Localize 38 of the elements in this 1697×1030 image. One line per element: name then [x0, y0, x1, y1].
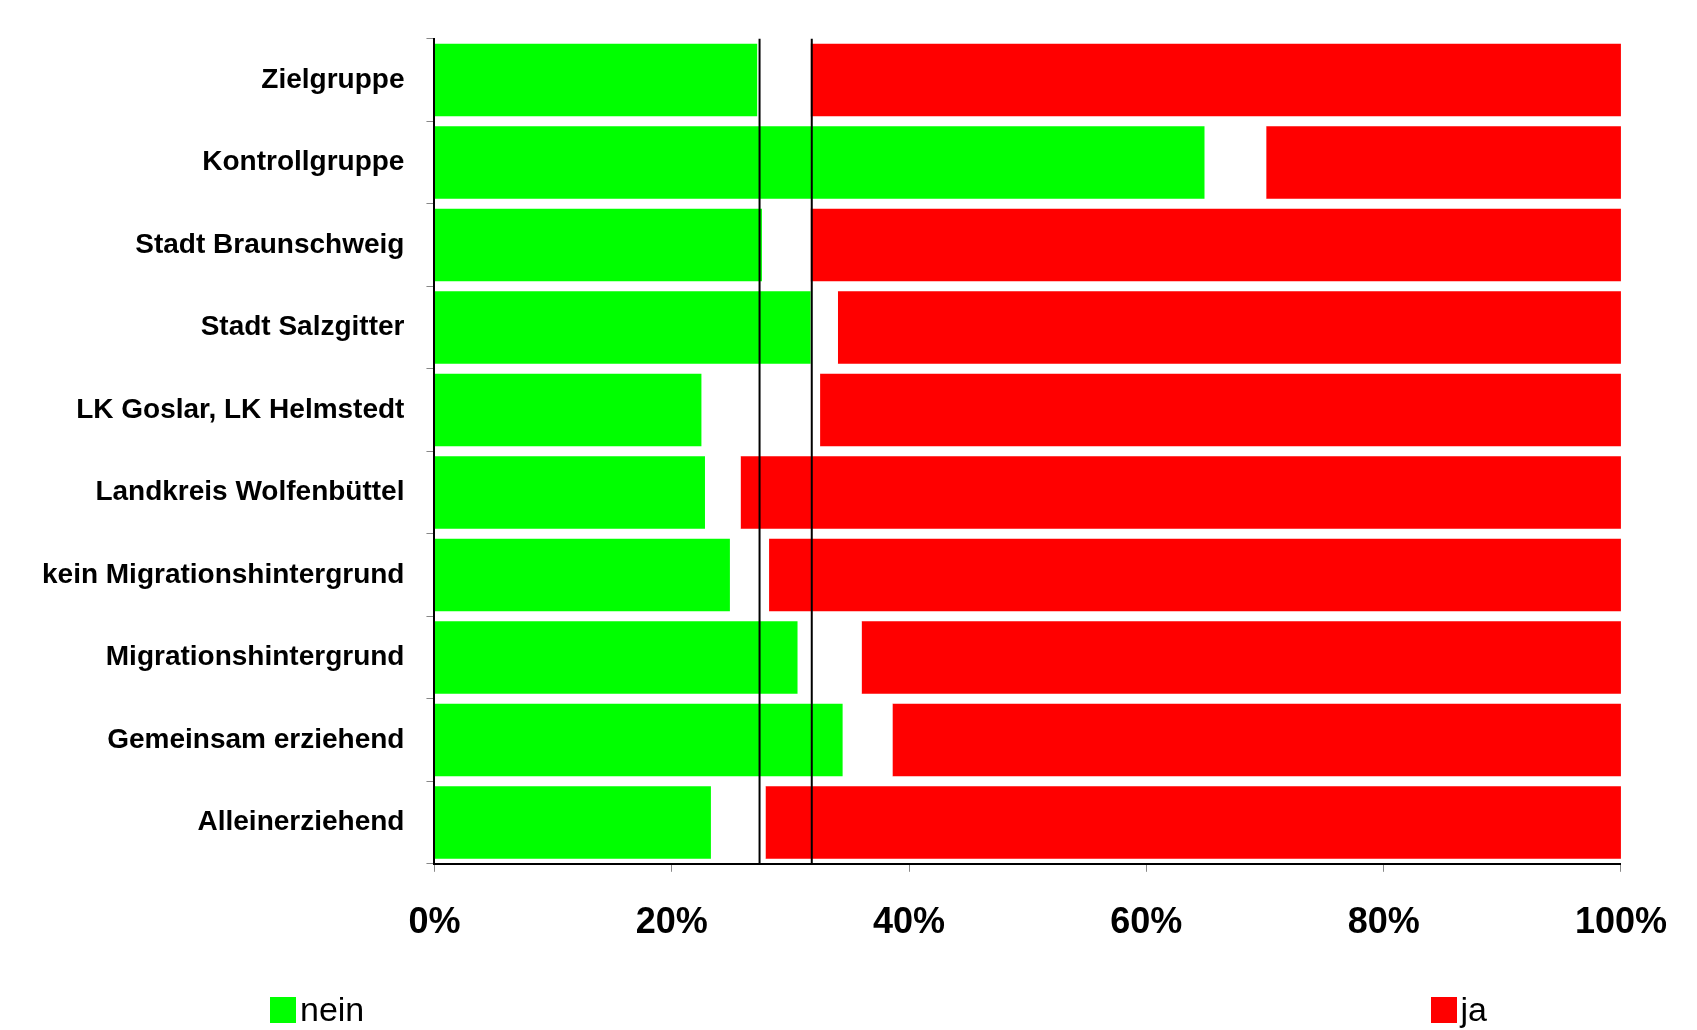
- y-tick-label: Kontrollgruppe: [202, 145, 405, 177]
- y-tick-label: Landkreis Wolfenbüttel: [95, 475, 405, 507]
- bar: [434, 291, 811, 364]
- bar: [434, 786, 711, 859]
- bar: [837, 291, 1621, 364]
- bar: [434, 373, 702, 447]
- bar: [434, 621, 798, 694]
- y-tick-label: LK Goslar, LK Helmstedt: [76, 392, 405, 424]
- bar: [765, 786, 1621, 859]
- bar: [892, 703, 1621, 777]
- bar: [810, 208, 1621, 282]
- bar: [434, 43, 758, 117]
- bar: [1266, 126, 1621, 199]
- y-tick-label: Stadt Salzgitter: [200, 310, 405, 342]
- bar: [434, 538, 730, 612]
- x-tick-label: 0%: [408, 900, 461, 942]
- legend-label: ja: [1460, 990, 1487, 1029]
- bar: [740, 456, 1621, 529]
- y-tick-label: kein Migrationshintergrund: [41, 557, 405, 589]
- bar: [434, 456, 705, 529]
- y-tick-label: Alleinerziehend: [197, 805, 405, 837]
- x-tick-label: 80%: [1347, 900, 1420, 942]
- bar: [810, 43, 1621, 117]
- bar: [434, 703, 843, 777]
- x-tick-label: 100%: [1574, 900, 1667, 942]
- bar: [434, 126, 1205, 199]
- y-tick-label: Zielgruppe: [261, 62, 405, 94]
- legend-label: nein: [300, 990, 365, 1029]
- x-tick-label: 60%: [1110, 900, 1183, 942]
- bar: [861, 621, 1621, 694]
- y-tick-label: Migrationshintergrund: [105, 640, 405, 672]
- bar: [434, 208, 762, 282]
- x-tick-label: 40%: [873, 900, 946, 942]
- x-tick-label: 20%: [635, 900, 708, 942]
- bar: [820, 373, 1621, 447]
- bar: [769, 538, 1621, 612]
- y-tick-label: Gemeinsam erziehend: [107, 722, 405, 754]
- y-tick-label: Stadt Braunschweig: [135, 227, 405, 259]
